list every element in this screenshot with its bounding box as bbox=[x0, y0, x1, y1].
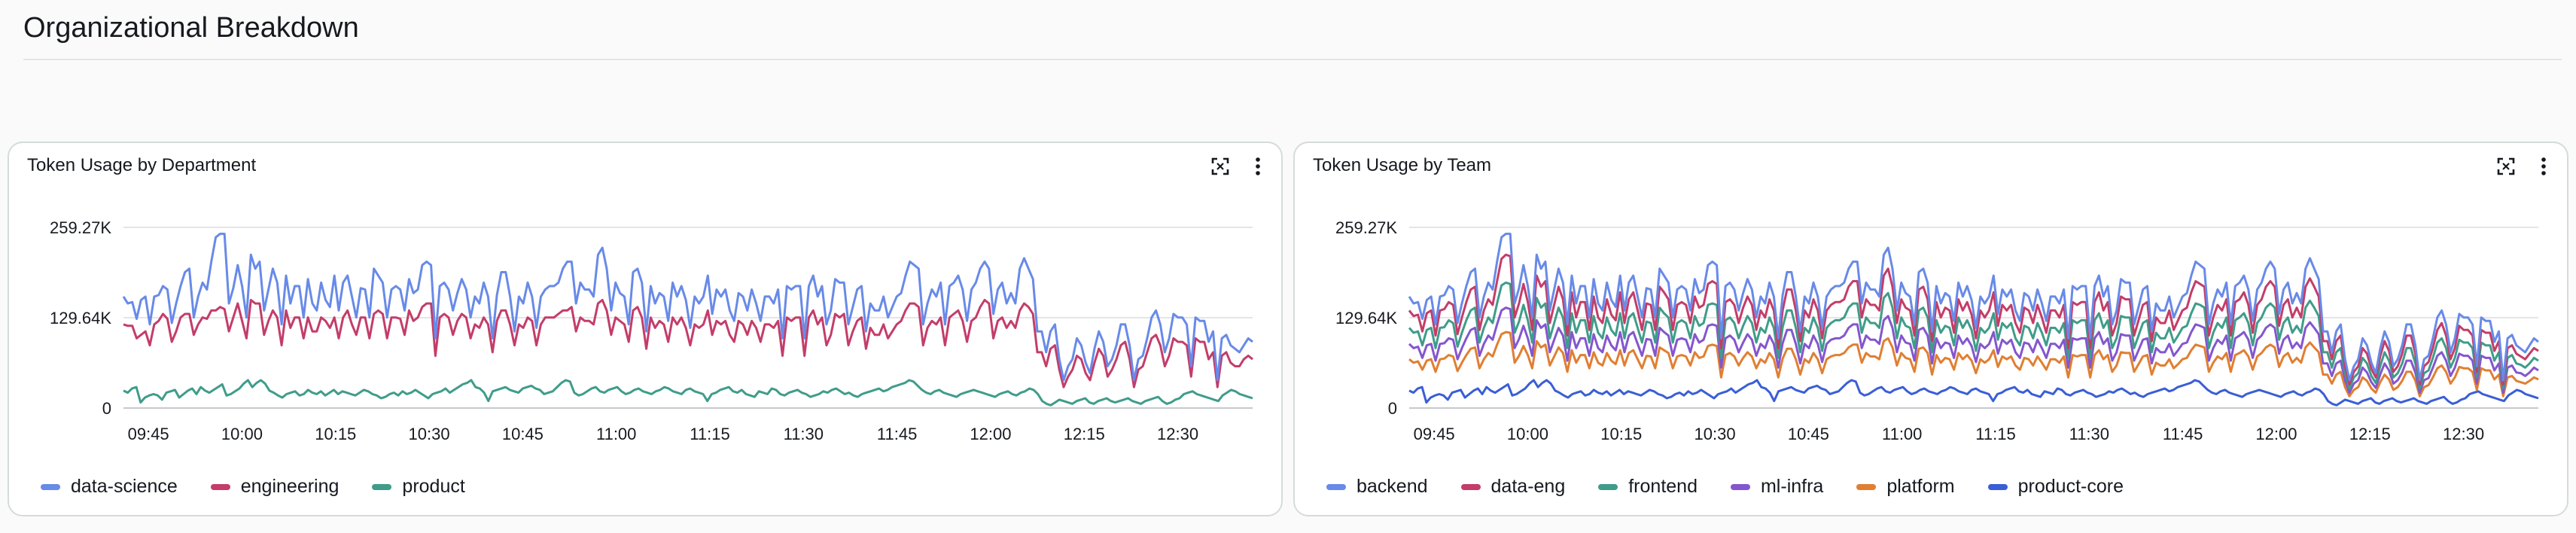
legend-swatch bbox=[41, 483, 60, 490]
x-tick-label: 10:00 bbox=[1507, 425, 1548, 443]
series-line-backend[interactable] bbox=[1408, 233, 2539, 382]
legend-swatch bbox=[1326, 483, 1346, 490]
legend-item-product[interactable]: product bbox=[372, 476, 465, 498]
series-line-engineering[interactable] bbox=[123, 299, 1253, 388]
legend-swatch bbox=[372, 483, 392, 490]
x-tick-label: 12:00 bbox=[970, 425, 1011, 443]
y-tick-label: 129.64K bbox=[1335, 309, 1397, 327]
x-tick-label: 10:30 bbox=[409, 425, 450, 443]
more-options-button[interactable] bbox=[2531, 154, 2556, 179]
more-vertical-icon bbox=[1256, 157, 1260, 175]
y-tick-label: 0 bbox=[1388, 399, 1397, 418]
expand-icon bbox=[1211, 157, 1229, 175]
legend-item-ml-infra[interactable]: ml-infra bbox=[1730, 476, 1824, 498]
panel-token-usage-by-department: Token Usage by Department 0 129.64K 259.27… bbox=[8, 142, 1283, 516]
legend-item-data-eng[interactable]: data-eng bbox=[1460, 476, 1566, 498]
x-tick-label: 12:30 bbox=[2443, 425, 2484, 443]
x-tick-label: 11:00 bbox=[596, 425, 636, 443]
legend-item-data-science[interactable]: data-science bbox=[41, 476, 178, 498]
legend-label: platform bbox=[1886, 476, 1955, 497]
legend-item-engineering[interactable]: engineering bbox=[210, 476, 340, 498]
x-tick-label: 10:45 bbox=[1788, 425, 1829, 443]
legend-item-frontend[interactable]: frontend bbox=[1598, 476, 1698, 498]
legend-label: backend bbox=[1357, 476, 1428, 497]
x-tick-label: 11:45 bbox=[877, 425, 917, 443]
expand-button[interactable] bbox=[2493, 154, 2519, 179]
x-tick-label: 12:15 bbox=[2349, 425, 2391, 443]
legend-swatch bbox=[1730, 483, 1750, 490]
expand-icon bbox=[2497, 157, 2515, 175]
chart-legend: backend data-eng frontend ml-infra platform p… bbox=[1326, 476, 2124, 498]
legend-label: data-science bbox=[71, 476, 178, 497]
legend-swatch bbox=[1856, 483, 1877, 490]
legend-item-platform[interactable]: platform bbox=[1856, 476, 1955, 498]
x-tick-label: 10:45 bbox=[502, 425, 544, 443]
panel-title: Token Usage by Team bbox=[1313, 155, 1492, 175]
x-tick-label: 12:15 bbox=[1064, 425, 1105, 443]
y-tick-label: 129.64K bbox=[50, 309, 111, 327]
x-tick-label: 11:30 bbox=[784, 425, 824, 443]
series-line-product-core[interactable] bbox=[1408, 379, 2539, 407]
series-line-data-science[interactable] bbox=[122, 233, 1253, 382]
series-line-platform[interactable] bbox=[1408, 330, 2539, 397]
legend-label: engineering bbox=[240, 476, 340, 497]
legend-label: frontend bbox=[1628, 476, 1698, 497]
x-tick-label: 10:00 bbox=[221, 425, 263, 443]
more-vertical-icon bbox=[2541, 157, 2546, 175]
x-tick-label: 11:15 bbox=[1975, 425, 2015, 443]
legend-item-product-core[interactable]: product-core bbox=[1987, 476, 2124, 498]
series-line-ml-infra[interactable] bbox=[1408, 306, 2539, 394]
x-tick-label: 11:45 bbox=[2163, 425, 2203, 443]
y-tick-label: 0 bbox=[102, 399, 111, 418]
legend-swatch bbox=[210, 483, 230, 490]
legend-swatch bbox=[1987, 483, 2008, 490]
legend-label: ml-infra bbox=[1760, 476, 1824, 497]
more-options-button[interactable] bbox=[1245, 154, 1271, 179]
x-tick-label: 11:15 bbox=[690, 425, 729, 443]
legend-label: product bbox=[402, 476, 465, 497]
section-divider bbox=[23, 59, 2562, 60]
y-tick-label: 259.27K bbox=[50, 218, 111, 237]
line-chart: 0 129.64K 259.27K 09:45 10:00 10:15 10:30 10:45… bbox=[50, 218, 1253, 443]
panel-token-usage-by-team: Token Usage by Team 0 129.64K 259.27K 09:45… bbox=[1293, 142, 2568, 516]
x-tick-label: 11:00 bbox=[1882, 425, 1922, 443]
y-tick-label: 259.27K bbox=[1335, 218, 1397, 237]
legend-label: product-core bbox=[2017, 476, 2124, 497]
legend-swatch bbox=[1598, 483, 1618, 490]
x-tick-label: 09:45 bbox=[128, 425, 169, 443]
x-tick-label: 12:00 bbox=[2255, 425, 2297, 443]
section-title: Organizational Breakdown bbox=[23, 12, 359, 44]
x-tick-label: 11:30 bbox=[2069, 425, 2109, 443]
x-tick-label: 12:30 bbox=[1157, 425, 1198, 443]
x-tick-label: 10:15 bbox=[1600, 425, 1642, 443]
legend-swatch bbox=[1460, 483, 1481, 490]
panel-title: Token Usage by Department bbox=[27, 155, 257, 175]
chart-legend: data-science engineering product bbox=[41, 476, 465, 498]
legend-label: data-eng bbox=[1490, 476, 1566, 497]
x-tick-label: 09:45 bbox=[1414, 425, 1455, 443]
series-line-product[interactable] bbox=[123, 379, 1253, 407]
x-tick-label: 10:30 bbox=[1694, 425, 1736, 443]
series-line-frontend[interactable] bbox=[1408, 281, 2539, 390]
series-line-data-eng[interactable] bbox=[1408, 253, 2539, 385]
legend-item-backend[interactable]: backend bbox=[1326, 476, 1428, 498]
expand-button[interactable] bbox=[1207, 154, 1233, 179]
x-tick-label: 10:15 bbox=[315, 425, 356, 443]
line-chart: 0 129.64K 259.27K 09:45 10:00 10:15 10:30 10:45… bbox=[1335, 218, 2539, 443]
